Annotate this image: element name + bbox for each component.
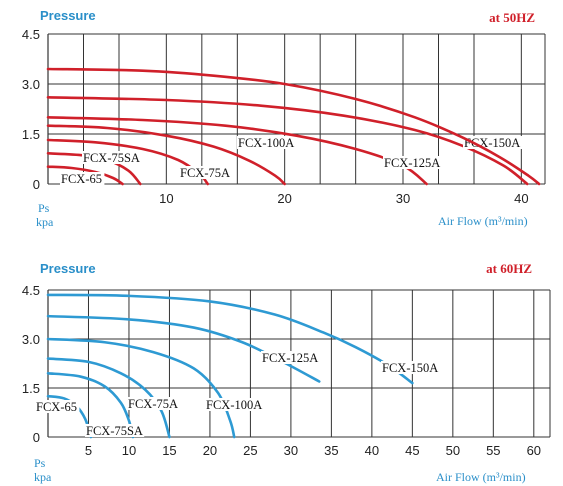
x-tick-label: 40 <box>514 191 528 206</box>
x-tick-label: 30 <box>284 443 298 458</box>
series-label: FCX-150A <box>382 361 438 375</box>
series-label: FCX-125A <box>384 156 440 170</box>
x-axis-label: Air Flow (m³/min) <box>438 214 528 228</box>
y-axis-label: Ps <box>38 201 50 215</box>
series-label: FCX-65 <box>61 172 102 186</box>
series-label: FCX-75SA <box>86 424 143 438</box>
x-tick-label: 10 <box>122 443 136 458</box>
series-label-bg <box>381 361 441 374</box>
x-tick-label: 20 <box>203 443 217 458</box>
chart-title: Pressure <box>40 8 96 23</box>
series-label: FCX-75SA <box>83 151 140 165</box>
y-tick-label: 0 <box>33 430 40 445</box>
y-tick-label: 4.5 <box>22 283 40 298</box>
x-tick-label: 25 <box>243 443 257 458</box>
series-label: FCX-75A <box>180 166 230 180</box>
x-tick-label: 5 <box>85 443 92 458</box>
x-tick-label: 55 <box>486 443 500 458</box>
series-label-bg <box>35 400 80 413</box>
series-label-bg <box>179 166 231 179</box>
series-label-bg <box>85 424 145 437</box>
y-tick-label: 0 <box>33 177 40 192</box>
y-tick-label: 1.5 <box>22 381 40 396</box>
y-tick-label: 3.0 <box>22 332 40 347</box>
x-tick-label: 35 <box>324 443 338 458</box>
series-label-bg <box>261 351 321 364</box>
x-tick-label: 60 <box>527 443 541 458</box>
x-tick-label: 20 <box>277 191 291 206</box>
series-label-bg <box>82 151 142 164</box>
x-tick-label: 50 <box>446 443 460 458</box>
series-label-bg <box>60 172 105 185</box>
series-line-unlabeled <box>46 67 541 186</box>
chart-title: Pressure <box>40 261 96 276</box>
x-tick-label: 30 <box>396 191 410 206</box>
chart-frequency: at 60HZ <box>486 261 532 276</box>
series-line-fcx-100a <box>46 337 236 439</box>
series-label-bg <box>383 156 443 169</box>
x-tick-label: 45 <box>405 443 419 458</box>
series-label: FCX-100A <box>238 136 294 150</box>
x-axis-label: Air Flow (m³/min) <box>436 470 526 484</box>
series-label: FCX-75A <box>128 397 178 411</box>
series-label: FCX-65 <box>36 400 77 414</box>
y-axis-unit: kpa <box>34 470 52 484</box>
series-line-fcx-75a <box>46 357 171 439</box>
series-label-bg <box>127 397 179 410</box>
y-axis-label: Ps <box>34 456 46 470</box>
y-axis-unit: kpa <box>36 215 54 229</box>
series-label: FCX-125A <box>262 351 318 365</box>
x-tick-label: 40 <box>365 443 379 458</box>
y-tick-label: 4.5 <box>22 27 40 42</box>
chart-frequency: at 50HZ <box>489 10 535 25</box>
series-label-bg <box>205 398 265 411</box>
y-tick-label: 3.0 <box>22 77 40 92</box>
series-line-fcx-75sa <box>46 372 135 439</box>
series-label: FCX-100A <box>206 398 262 412</box>
series-line-fcx-150a <box>46 96 529 186</box>
y-tick-label: 1.5 <box>22 127 40 142</box>
x-tick-label: 10 <box>159 191 173 206</box>
series-line-fcx-100a <box>46 124 286 186</box>
series-label-bg <box>237 136 297 149</box>
x-tick-label: 15 <box>162 443 176 458</box>
